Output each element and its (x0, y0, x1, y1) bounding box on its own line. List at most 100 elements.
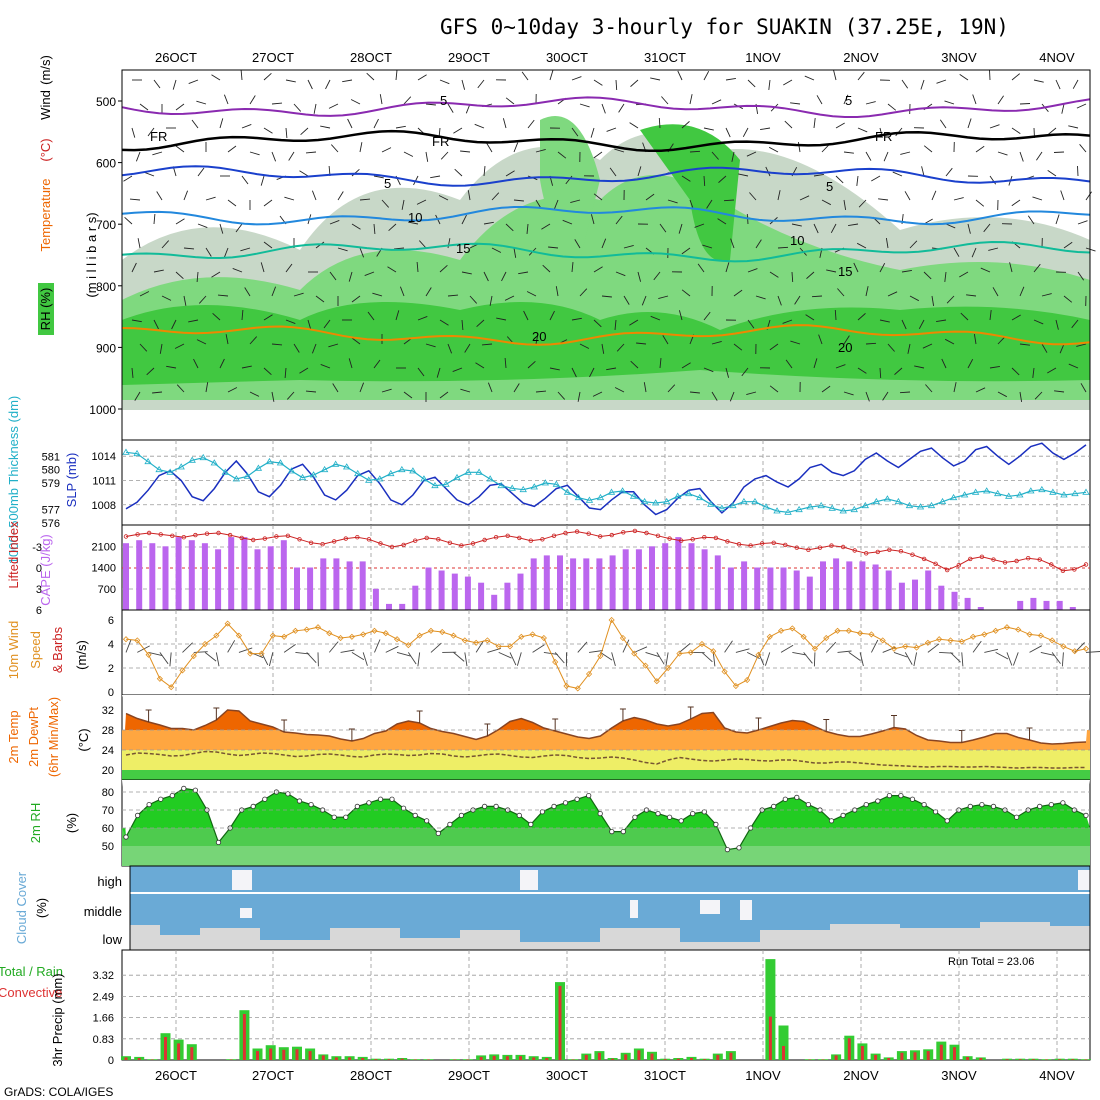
lifted-index-point (783, 542, 788, 548)
temp-tick-label: 20 (102, 765, 114, 777)
wind-barb-10m (665, 652, 669, 667)
wind-barb (249, 336, 258, 345)
wind-barb (678, 223, 683, 234)
thickness-point (762, 503, 770, 510)
lifted-index-point (1072, 567, 1077, 572)
precip-convective-bar (413, 1059, 417, 1060)
wind-barb-10m (238, 647, 253, 653)
wind-barb (989, 69, 991, 81)
wind-speed-point (314, 624, 322, 631)
wind-barb-10m (396, 651, 411, 657)
wind-barb (768, 79, 771, 90)
wind-barb (481, 343, 493, 346)
wind-speed-point (213, 632, 220, 639)
wind-barb (615, 79, 618, 91)
wind-barb (417, 74, 427, 81)
cape-axis-label: CAPE (J/kg) (38, 534, 53, 606)
wind-barb (1036, 151, 1043, 161)
precip-convective-bar (1058, 1059, 1062, 1060)
wind-barb (681, 247, 691, 255)
precip-convective-bar (926, 1051, 930, 1060)
wind-barb (188, 319, 199, 323)
cape-bar (1043, 600, 1050, 610)
wind-barb (821, 144, 830, 153)
thickness-point (221, 468, 230, 475)
wind-barb-10m (622, 639, 630, 653)
thickness-point (508, 484, 516, 491)
lifted-index-point (667, 536, 672, 541)
wind-speed-point (292, 627, 299, 634)
thickness-point (475, 468, 483, 475)
wind-barb (944, 271, 947, 282)
wind-barb (417, 315, 428, 321)
wind-barb-10m (306, 652, 317, 664)
wind-barb (1085, 247, 1096, 252)
lifted-index-point (1037, 557, 1042, 562)
wind-speed-point (777, 627, 785, 634)
precip-convective-bar (1045, 1059, 1048, 1060)
wind-barb (837, 288, 845, 297)
cape-bar (451, 573, 458, 610)
wind-barb (865, 391, 870, 402)
wind-barb (1019, 286, 1025, 297)
wind-barb (790, 102, 801, 105)
wind-barb (284, 367, 287, 379)
rh-point (1060, 800, 1066, 806)
wind-barb (921, 166, 925, 177)
wind-speed-point (235, 632, 243, 639)
cape-bar (714, 555, 721, 610)
thickness-point (994, 489, 1002, 497)
cape-bar (741, 561, 748, 610)
wind-barb (887, 103, 897, 111)
wind-barb-10m (813, 652, 816, 667)
thickness-point (651, 499, 660, 506)
lifted-index-point (389, 544, 395, 550)
wind-barb (447, 103, 454, 113)
wind-barb-10m (532, 644, 545, 653)
thickness-point (320, 465, 329, 473)
wind-barb (1033, 79, 1044, 83)
wind-barb-10m (351, 652, 365, 661)
lifted-index-point (528, 538, 533, 543)
wind-barb-10m (927, 643, 940, 653)
wind-barb (527, 360, 536, 369)
rh-point (609, 828, 615, 835)
wind-speed-point (156, 675, 163, 682)
wind-barb (418, 240, 427, 249)
wind-barb (992, 287, 999, 297)
wind-barb (571, 127, 579, 137)
wind-barb (865, 286, 869, 297)
precip-convective-bar (782, 1046, 785, 1060)
slp-tick-label: 1011 (92, 475, 116, 487)
cloud-axis-label: Cloud Cover (14, 871, 29, 944)
lifted-index-point (1025, 556, 1031, 561)
thickness-point (331, 460, 340, 467)
wind-barb (853, 262, 859, 273)
cape-bar (767, 567, 774, 610)
wind-barb (513, 247, 517, 258)
wind-barb (227, 199, 237, 207)
cape-bar (123, 543, 129, 610)
cape-bar (1069, 607, 1076, 610)
wind-barb (944, 338, 955, 345)
rh-point (666, 814, 673, 820)
wind-barb (549, 367, 560, 371)
panel-frame (121, 949, 1091, 1061)
thickness-point (563, 488, 572, 495)
cape-bar (1030, 597, 1037, 610)
thickness-point (541, 479, 550, 486)
cape-bar (688, 543, 695, 610)
precip-convective-bar (348, 1057, 352, 1060)
wind-barb (959, 271, 969, 278)
wind-barb-10m (464, 652, 468, 667)
wind-barb (830, 223, 837, 234)
wind-barb (1085, 191, 1092, 201)
wind-barb (153, 319, 159, 330)
wind-speed-point (676, 650, 683, 657)
precip-convective-bar (584, 1054, 588, 1060)
wind-speed-point (845, 627, 852, 634)
wind-barb (337, 247, 348, 252)
precip-convective-bar (1071, 1059, 1075, 1060)
thickness-point (618, 487, 627, 494)
thickness-line (125, 451, 1087, 513)
